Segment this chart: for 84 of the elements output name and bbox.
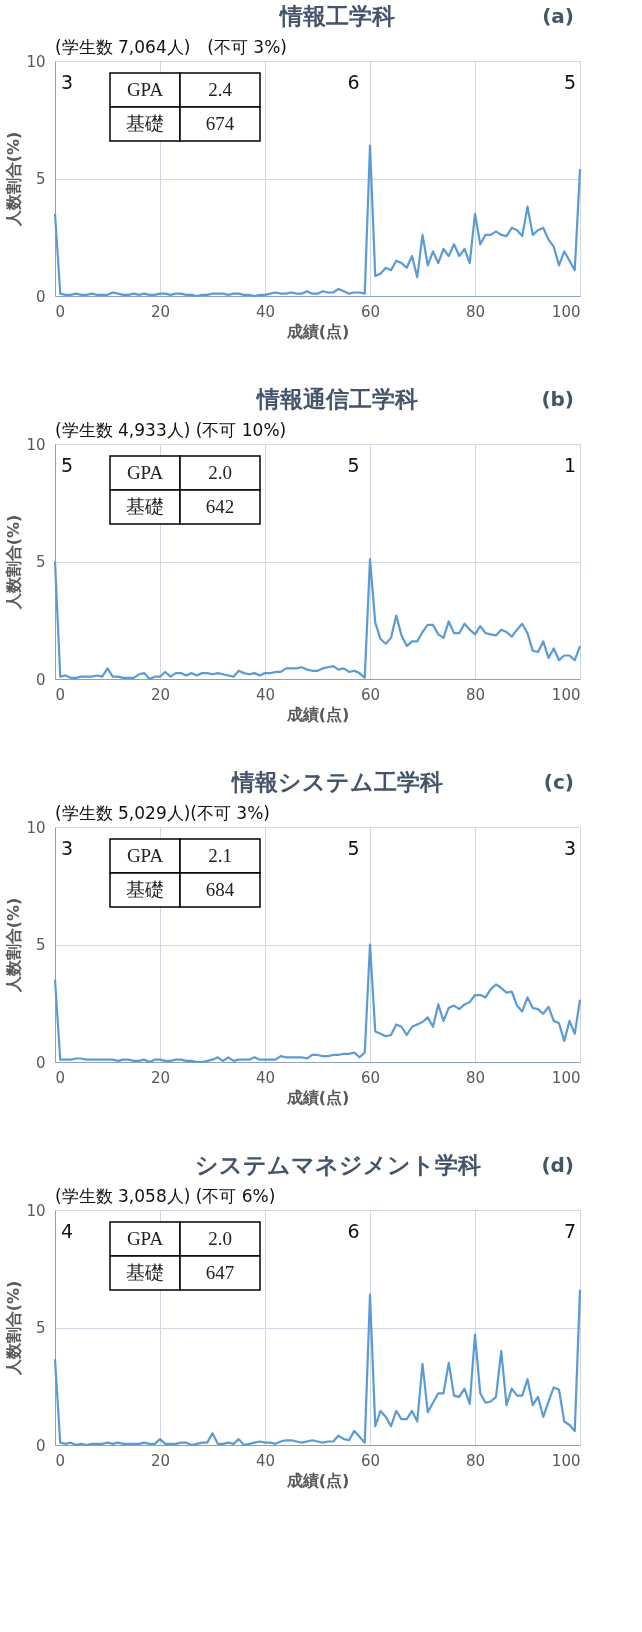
x-tick-label: 80 [465, 1451, 486, 1470]
y-tick-label: 5 [35, 936, 46, 954]
x-tick-label: 0 [55, 1451, 66, 1470]
x-tick-label: 80 [465, 1068, 486, 1087]
y-tick-label: 10 [26, 818, 46, 837]
x-tick-label: 20 [150, 1068, 171, 1087]
chart-title: 情報工学科 [278, 3, 395, 29]
annotation: 3 [61, 71, 74, 93]
x-tick-label: 60 [360, 1068, 381, 1087]
x-tick-label: 0 [55, 1068, 66, 1087]
x-tick-label: 80 [465, 685, 486, 704]
annotation: 4 [61, 1220, 74, 1242]
y-axis-title: 人数割合(%) [4, 897, 24, 994]
x-axis-title: 成績(点) [285, 704, 350, 724]
y-tick-label: 0 [35, 1053, 46, 1072]
y-tick-label: 10 [26, 435, 46, 454]
y-tick-label: 0 [35, 1436, 46, 1455]
annotation: 3 [61, 837, 74, 859]
y-tick-label: 10 [26, 1201, 46, 1220]
x-tick-label: 100 [551, 302, 581, 321]
x-tick-label: 60 [360, 1451, 381, 1470]
y-tick-label: 0 [35, 287, 46, 306]
text: (a) [542, 4, 574, 28]
annotation: 基礎 [126, 1262, 164, 1283]
x-tick-label: 20 [150, 685, 171, 704]
x-tick-label: 100 [551, 685, 581, 704]
annotation: 5 [347, 454, 360, 476]
annotation: 2.0 [208, 462, 232, 483]
annotation: 6 [347, 71, 360, 93]
x-tick-label: 40 [255, 1068, 276, 1087]
annotation: 684 [205, 879, 235, 900]
x-tick-label: 40 [255, 302, 276, 321]
y-axis-title: 人数割合(%) [4, 514, 24, 611]
y-tick-label: 5 [35, 1319, 46, 1337]
annotation: 5 [563, 71, 576, 93]
chart-subtitle: (学生数 5,029人)(不可 3%) [55, 803, 270, 823]
y-axis-title: 人数割合(%) [4, 131, 24, 228]
annotation: 642 [205, 496, 235, 517]
x-tick-label: 0 [55, 302, 66, 321]
annotation: 2.0 [208, 1228, 232, 1249]
chart-subtitle: (学生数 4,933人) (不可 10%) [55, 420, 287, 440]
annotation: GPA [126, 1228, 164, 1249]
text: (d) [541, 1153, 574, 1177]
annotation: 674 [205, 113, 235, 134]
chart-subtitle: (学生数 7,064人) (不可 3%) [55, 37, 287, 57]
annotation: 5 [347, 837, 360, 859]
chart-title: 情報システム工学科 [230, 769, 443, 795]
annotation: 1 [563, 454, 576, 476]
x-tick-label: 80 [465, 302, 486, 321]
x-tick-label: 100 [551, 1451, 581, 1470]
x-tick-label: 100 [551, 1068, 581, 1087]
y-tick-label: 0 [35, 670, 46, 689]
x-tick-label: 40 [255, 1451, 276, 1470]
x-axis-title: 成績(点) [285, 321, 350, 341]
y-tick-label: 5 [35, 553, 46, 571]
annotation: 6 [347, 1220, 360, 1242]
annotation: 7 [563, 1220, 576, 1242]
x-tick-label: 60 [360, 302, 381, 321]
annotation: 647 [205, 1262, 235, 1283]
y-axis-title: 人数割合(%) [4, 1280, 24, 1377]
annotation: 3 [563, 837, 576, 859]
x-axis-title: 成績(点) [285, 1470, 350, 1490]
x-tick-label: 20 [150, 1451, 171, 1470]
annotation: 基礎 [126, 496, 164, 517]
y-tick-label: 5 [35, 170, 46, 188]
x-tick-label: 40 [255, 685, 276, 704]
annotation: 基礎 [126, 879, 164, 900]
annotation: GPA [126, 845, 164, 866]
x-tick-label: 0 [55, 685, 66, 704]
annotation: GPA [126, 79, 164, 100]
x-tick-label: 60 [360, 685, 381, 704]
text: (b) [541, 387, 574, 411]
annotation: GPA [126, 462, 164, 483]
y-tick-label: 10 [26, 52, 46, 71]
x-axis-title: 成績(点) [285, 1087, 350, 1107]
annotation: 2.4 [208, 79, 233, 100]
text: (c) [543, 770, 574, 794]
x-tick-label: 20 [150, 302, 171, 321]
chart-title: システムマネジメント学科 [194, 1152, 481, 1178]
annotation: 5 [61, 454, 74, 476]
annotation: 2.1 [208, 845, 232, 866]
annotation: 基礎 [126, 113, 164, 134]
chart-title: 情報通信工学科 [255, 386, 418, 412]
chart-subtitle: (学生数 3,058人) (不可 6%) [55, 1186, 276, 1206]
